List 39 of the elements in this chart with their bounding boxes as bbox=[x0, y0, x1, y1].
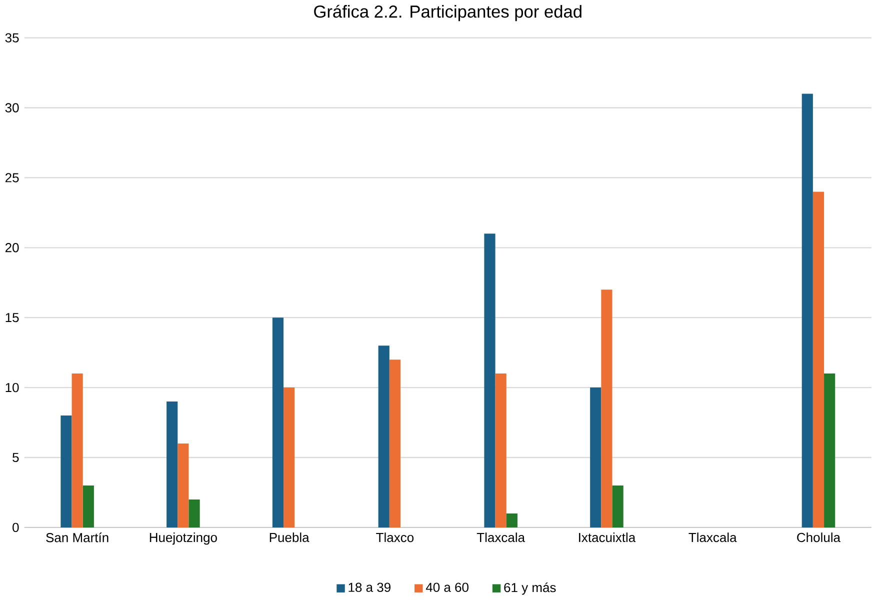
y-tick-label: 5 bbox=[12, 452, 19, 462]
x-tick-label: San Martín bbox=[46, 532, 108, 542]
bar bbox=[601, 290, 612, 528]
bar bbox=[188, 499, 200, 528]
bar bbox=[178, 444, 189, 528]
bar bbox=[166, 402, 178, 528]
x-tick-label: Ixtacuixtla bbox=[579, 532, 636, 542]
bar bbox=[60, 416, 72, 528]
bar bbox=[389, 360, 400, 528]
y-tick-label: 15 bbox=[6, 313, 19, 322]
bar bbox=[506, 513, 518, 528]
x-tick-label: Huejotzingo bbox=[150, 532, 217, 545]
bar bbox=[802, 94, 813, 528]
y-tick-label: 25 bbox=[5, 173, 19, 182]
bar bbox=[484, 234, 496, 528]
x-tick-label: Tlaxcala bbox=[476, 532, 526, 542]
bar bbox=[612, 485, 624, 528]
bar bbox=[82, 485, 94, 528]
y-tick-label: 10 bbox=[6, 382, 19, 392]
chart-title: Gráfica 2.2. Participantes por edad bbox=[314, 4, 582, 22]
bar bbox=[590, 388, 602, 528]
y-tick-label: 35 bbox=[5, 33, 19, 42]
bar bbox=[378, 346, 390, 528]
legend-label: 18 a 39 bbox=[348, 582, 390, 592]
bar bbox=[72, 374, 83, 528]
y-tick-label: 30 bbox=[5, 103, 19, 112]
x-tick-label: Tlaxco bbox=[376, 532, 414, 542]
bar bbox=[495, 374, 506, 528]
x-tick-label: Cholula bbox=[797, 532, 840, 542]
x-tick-label: Tlaxcala bbox=[688, 532, 737, 542]
legend-label: 40 a 60 bbox=[426, 582, 468, 592]
bar bbox=[824, 374, 836, 528]
bar bbox=[284, 388, 295, 528]
bar bbox=[812, 192, 824, 528]
y-tick-label: 0 bbox=[12, 522, 19, 532]
x-tick-label: Puebla bbox=[270, 532, 310, 542]
legend-label: 61 y más bbox=[504, 582, 556, 595]
y-tick-label: 20 bbox=[5, 243, 19, 252]
bar bbox=[272, 318, 284, 528]
